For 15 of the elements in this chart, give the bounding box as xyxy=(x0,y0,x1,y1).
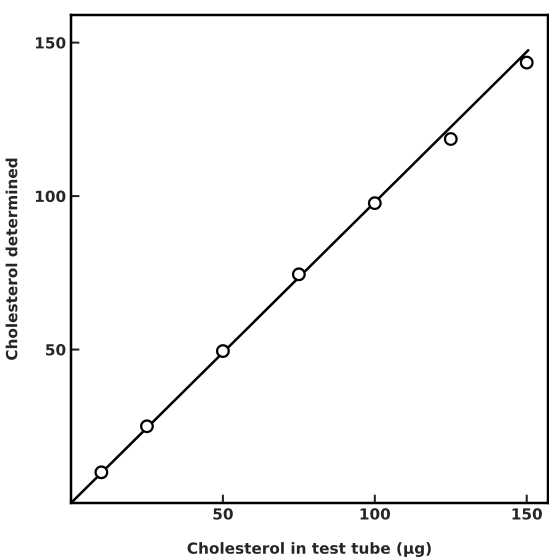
point xyxy=(216,344,230,358)
x-tick-label: 100 xyxy=(360,508,390,520)
point xyxy=(368,196,382,210)
x-tick-label: 50 xyxy=(213,508,233,520)
point xyxy=(444,132,458,146)
x-axis-title: Cholesterol in test tube (µg) xyxy=(188,542,431,557)
y-tick-label: 150 xyxy=(36,37,66,49)
point xyxy=(520,56,534,70)
point xyxy=(292,267,306,282)
y-tick-label: 50 xyxy=(46,344,66,356)
point xyxy=(140,419,154,434)
point xyxy=(94,465,108,480)
x-tick-label: 150 xyxy=(512,508,542,520)
y-tick-label: 100 xyxy=(36,190,66,202)
y-axis-title: Cholesterol determined xyxy=(6,158,18,360)
